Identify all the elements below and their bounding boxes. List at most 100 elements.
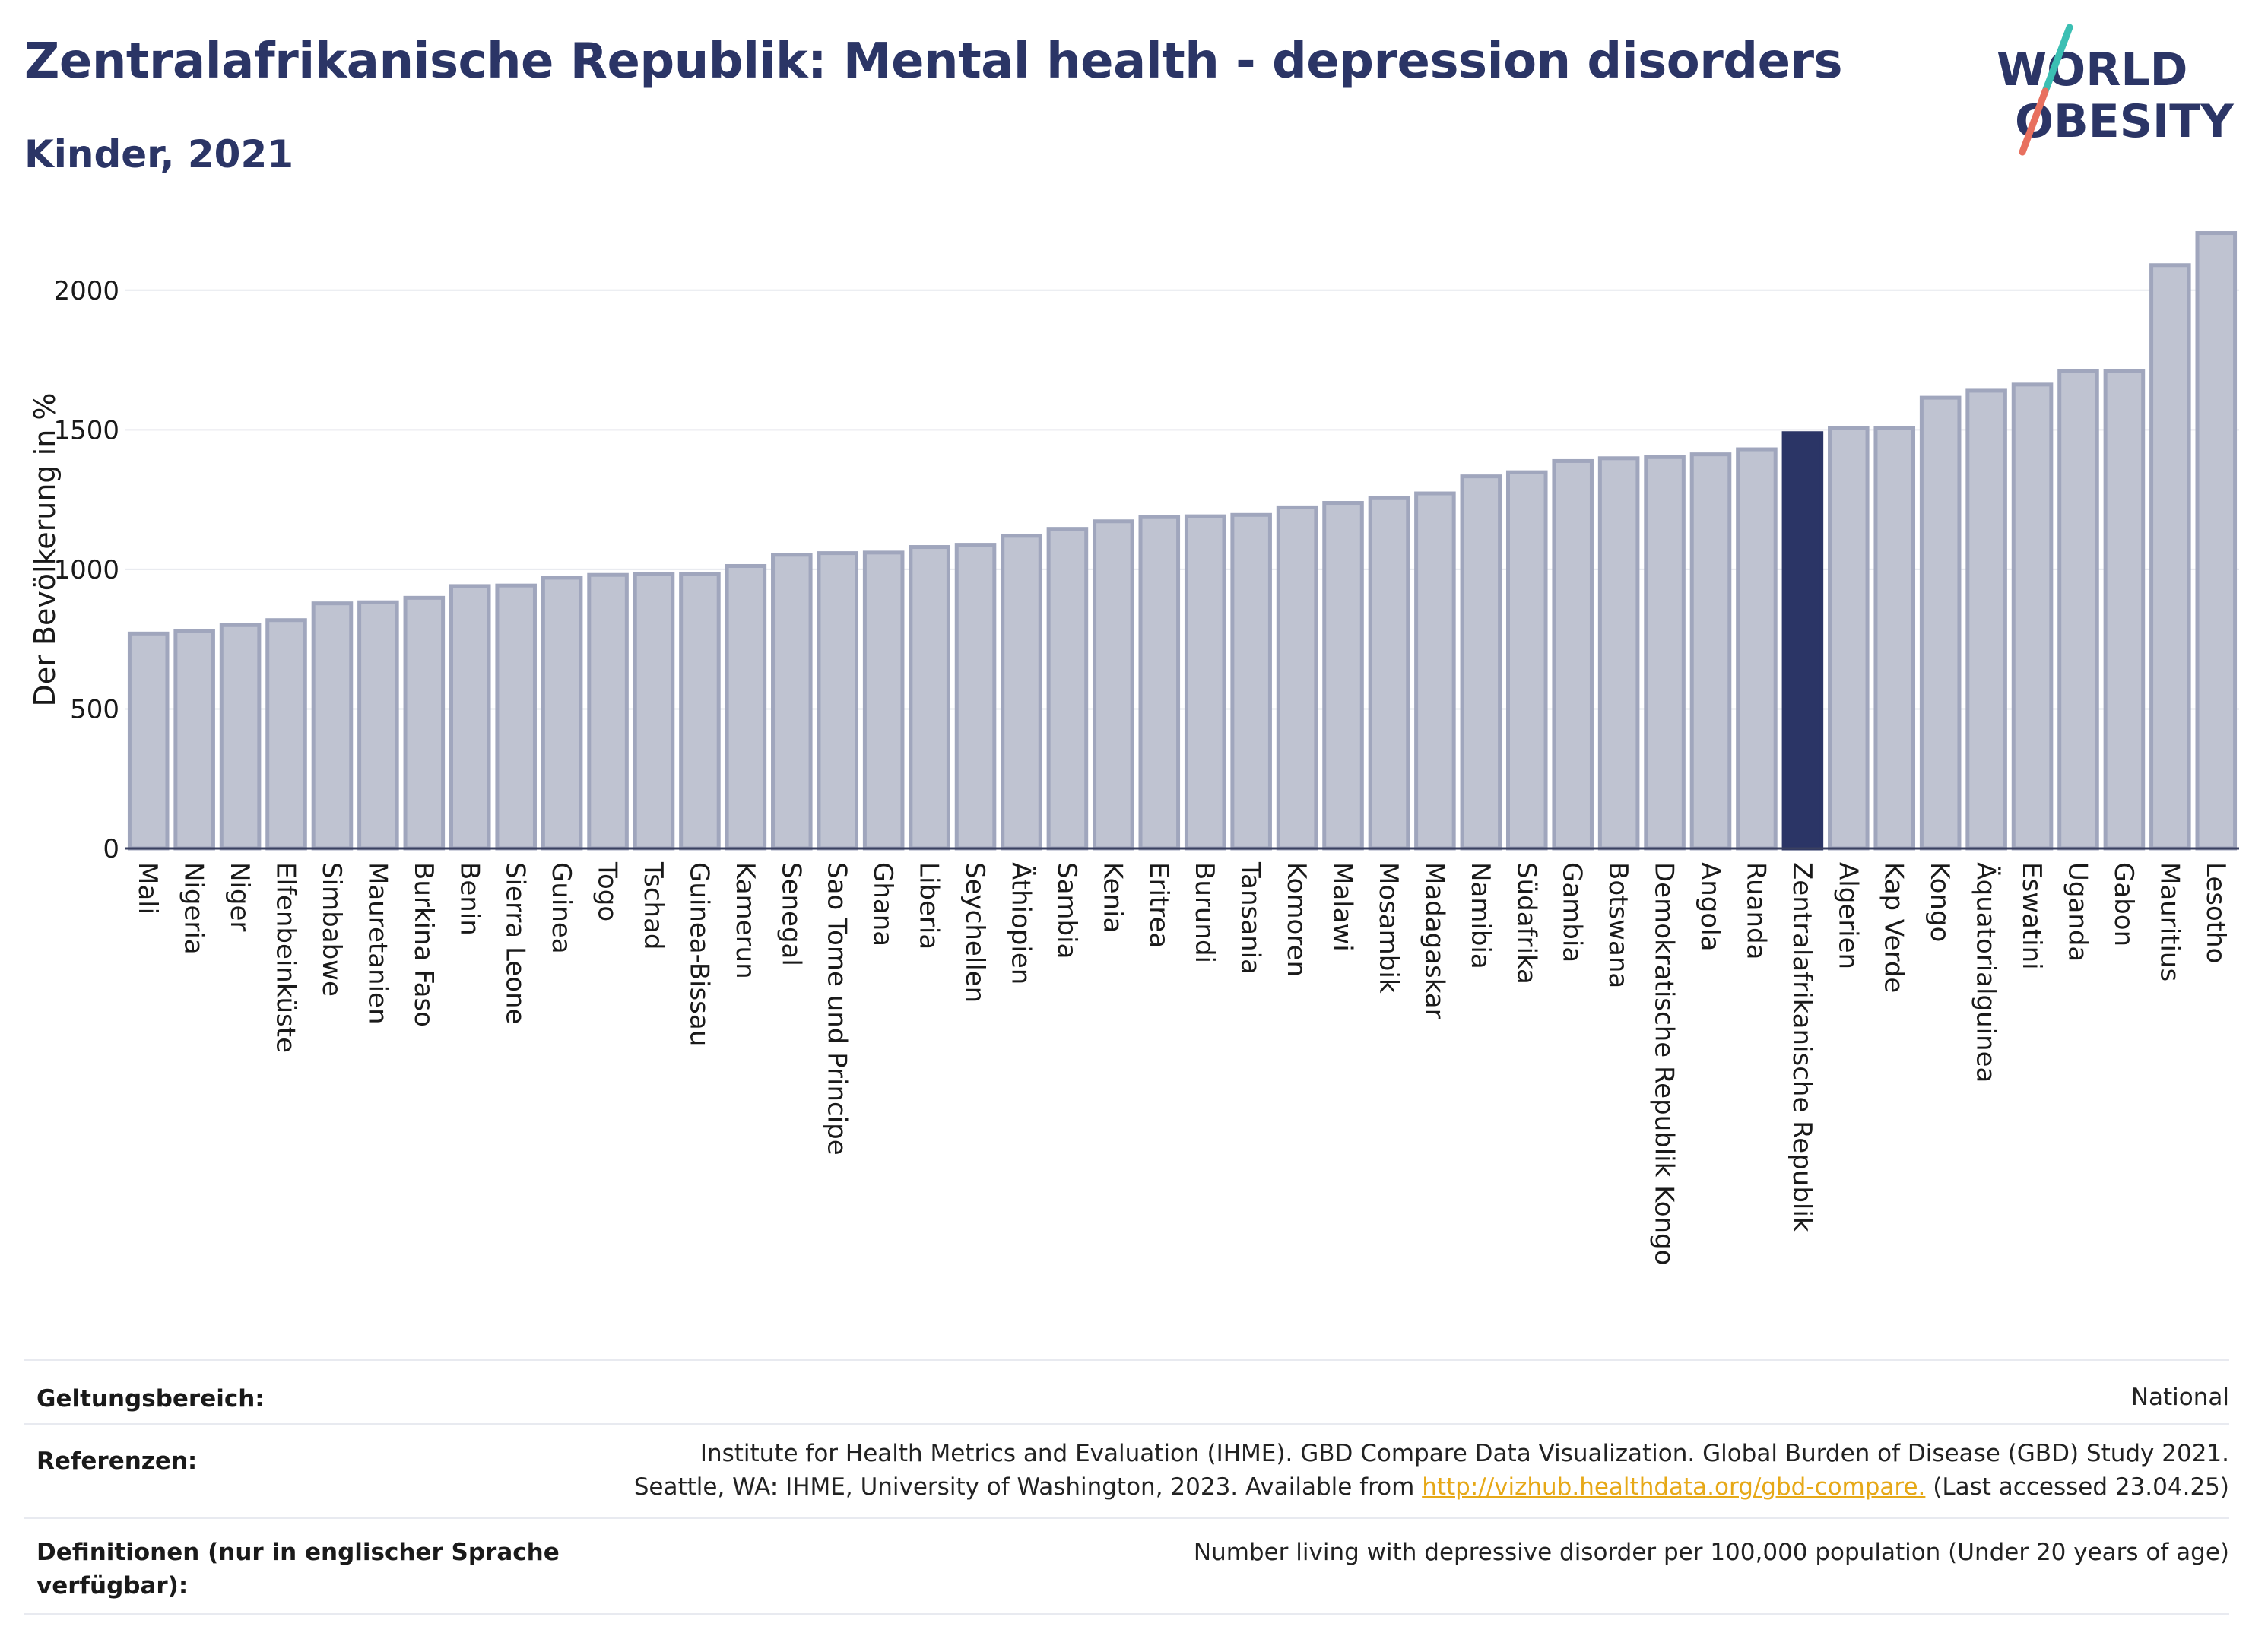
bar — [173, 629, 215, 851]
x-tick-label: Komoren — [1281, 862, 1312, 977]
bar — [403, 595, 446, 851]
x-tick-label: Angola — [1695, 862, 1725, 951]
definitions-label: Definitionen (nur in englischer Sprache … — [36, 1536, 560, 1603]
y-tick-label: 500 — [70, 694, 119, 725]
bar — [1781, 431, 1824, 851]
definitions-value: Number living with depressive disorder p… — [1193, 1539, 2229, 1566]
x-tick-label: Algerien — [1832, 862, 1863, 969]
bar — [771, 553, 813, 851]
x-tick-label: Ghana — [868, 862, 898, 946]
bar-chart: 0 500 1000 1500 2000 Der Bevölkerung in % Mali… — [28, 231, 2239, 1265]
bar — [1138, 515, 1181, 851]
bar — [679, 572, 721, 851]
references-label: Referenzen: — [36, 1447, 198, 1475]
x-tick-label: Burundi — [1189, 862, 1220, 963]
x-tick-label: Liberia — [914, 862, 944, 950]
logo-slash-bottom — [2019, 87, 2049, 156]
x-tick-label: Malawi — [1328, 862, 1358, 952]
x-tick-label: Elfenbeinküste — [271, 862, 301, 1053]
references-line-1: Institute for Health Metrics and Evaluat… — [699, 1440, 2229, 1467]
bar — [587, 572, 629, 851]
x-tick-label: Südafrika — [1511, 862, 1541, 985]
x-tick-label: Botswana — [1603, 862, 1633, 988]
x-tick-label: Gambia — [1557, 862, 1588, 962]
bar — [1093, 519, 1134, 851]
bar — [1919, 395, 1962, 851]
x-tick-label: Mali — [132, 862, 163, 915]
x-tick-label: Äthiopien — [1005, 862, 1036, 985]
bar — [1689, 452, 1732, 851]
x-tick-label: Mauretanien — [362, 862, 392, 1025]
page-title: Zentralafrikanische Republik: Mental hea… — [24, 33, 1843, 90]
x-tick-label: Uganda — [2062, 862, 2092, 962]
x-tick-label: Senegal — [776, 862, 806, 966]
definitions-label-line-2: verfügbar): — [36, 1572, 189, 1600]
bar — [725, 563, 767, 851]
x-tick-label: Kongo — [1924, 862, 1955, 942]
bar — [1276, 505, 1318, 851]
bar — [127, 631, 170, 851]
bar — [1046, 527, 1089, 851]
x-tick-label: Kenia — [1097, 862, 1128, 933]
bar — [2195, 231, 2238, 851]
bar — [1322, 501, 1364, 851]
x-tick-label: Sao Tome und Principe — [822, 862, 852, 1156]
bar — [1597, 456, 1640, 851]
bar — [633, 572, 675, 851]
references-line-2-end: (Last accessed 23.04.25) — [1925, 1473, 2229, 1501]
bar — [2103, 369, 2146, 851]
bar — [1828, 426, 1870, 851]
references-line-2-start: Seattle, WA: IHME, University of Washing… — [633, 1473, 1423, 1501]
bar — [1414, 491, 1456, 851]
x-tick-label: Zentralafrikanische Republik — [1787, 862, 1817, 1232]
x-tick-label: Ruanda — [1740, 862, 1771, 959]
scope-value: National — [2130, 1384, 2229, 1411]
x-tick-label: Guinea-Bissau — [684, 862, 714, 1046]
bar — [2149, 263, 2191, 851]
bar — [909, 545, 950, 851]
references-row: Referenzen: Institute for Health Metrics… — [24, 1423, 2229, 1519]
x-tick-label: Tansania — [1236, 861, 1266, 975]
x-tick-label: Namibia — [1465, 862, 1496, 969]
bar — [1552, 458, 1594, 851]
x-tick-label: Demokratische Republik Kongo — [1649, 862, 1680, 1265]
bar — [1965, 388, 2007, 851]
x-tick-label: Niger — [224, 862, 255, 931]
references-link[interactable]: http://vizhub.healthdata.org/gbd-compare… — [1422, 1473, 1926, 1501]
x-tick-label: Eritrea — [1144, 862, 1174, 948]
logo-text-obesity: OBESITY — [2015, 95, 2235, 148]
bar — [311, 601, 354, 851]
x-tick-label: Kap Verde — [1879, 862, 1909, 993]
bar — [219, 623, 262, 851]
x-tick-label: Tschad — [638, 861, 668, 950]
x-tick-label: Togo — [592, 861, 623, 921]
logo-text-world: WORLD — [1997, 43, 2187, 97]
logo-slash-top — [2041, 24, 2073, 95]
x-tick-label: Gabon — [2108, 862, 2139, 946]
page-subtitle: Kinder, 2021 — [24, 132, 294, 176]
x-tick-label: Sierra Leone — [500, 862, 531, 1024]
x-tick-label: Seychellen — [960, 862, 990, 1003]
y-tick-label: 1500 — [53, 415, 119, 446]
x-tick-label: Mauritius — [2154, 862, 2184, 981]
bar — [954, 543, 997, 851]
x-tick-label: Eswatini — [2016, 862, 2047, 970]
definitions-label-line-1: Definitionen (nur in englischer Sprache — [36, 1539, 560, 1566]
bar — [495, 583, 537, 851]
bar — [1505, 470, 1548, 851]
world-obesity-logo: WORLD OBESITY — [1997, 24, 2235, 156]
bar — [1873, 426, 1916, 851]
x-tick-label: Burkina Faso — [408, 862, 439, 1027]
bar — [1001, 534, 1042, 851]
bar — [1644, 455, 1686, 851]
bar — [541, 576, 583, 851]
references-line-2: Seattle, WA: IHME, University of Washing… — [634, 1470, 2229, 1504]
y-tick-label: 1000 — [53, 555, 119, 585]
y-axis-label: Der Bevölkerung in % — [28, 393, 62, 707]
y-tick-label: 2000 — [53, 276, 119, 306]
bar — [265, 618, 307, 851]
y-tick-label: 0 — [103, 834, 119, 864]
scope-row: Geltungsbereich: National — [24, 1359, 2229, 1425]
bar — [1368, 496, 1410, 851]
bar — [1184, 514, 1226, 851]
